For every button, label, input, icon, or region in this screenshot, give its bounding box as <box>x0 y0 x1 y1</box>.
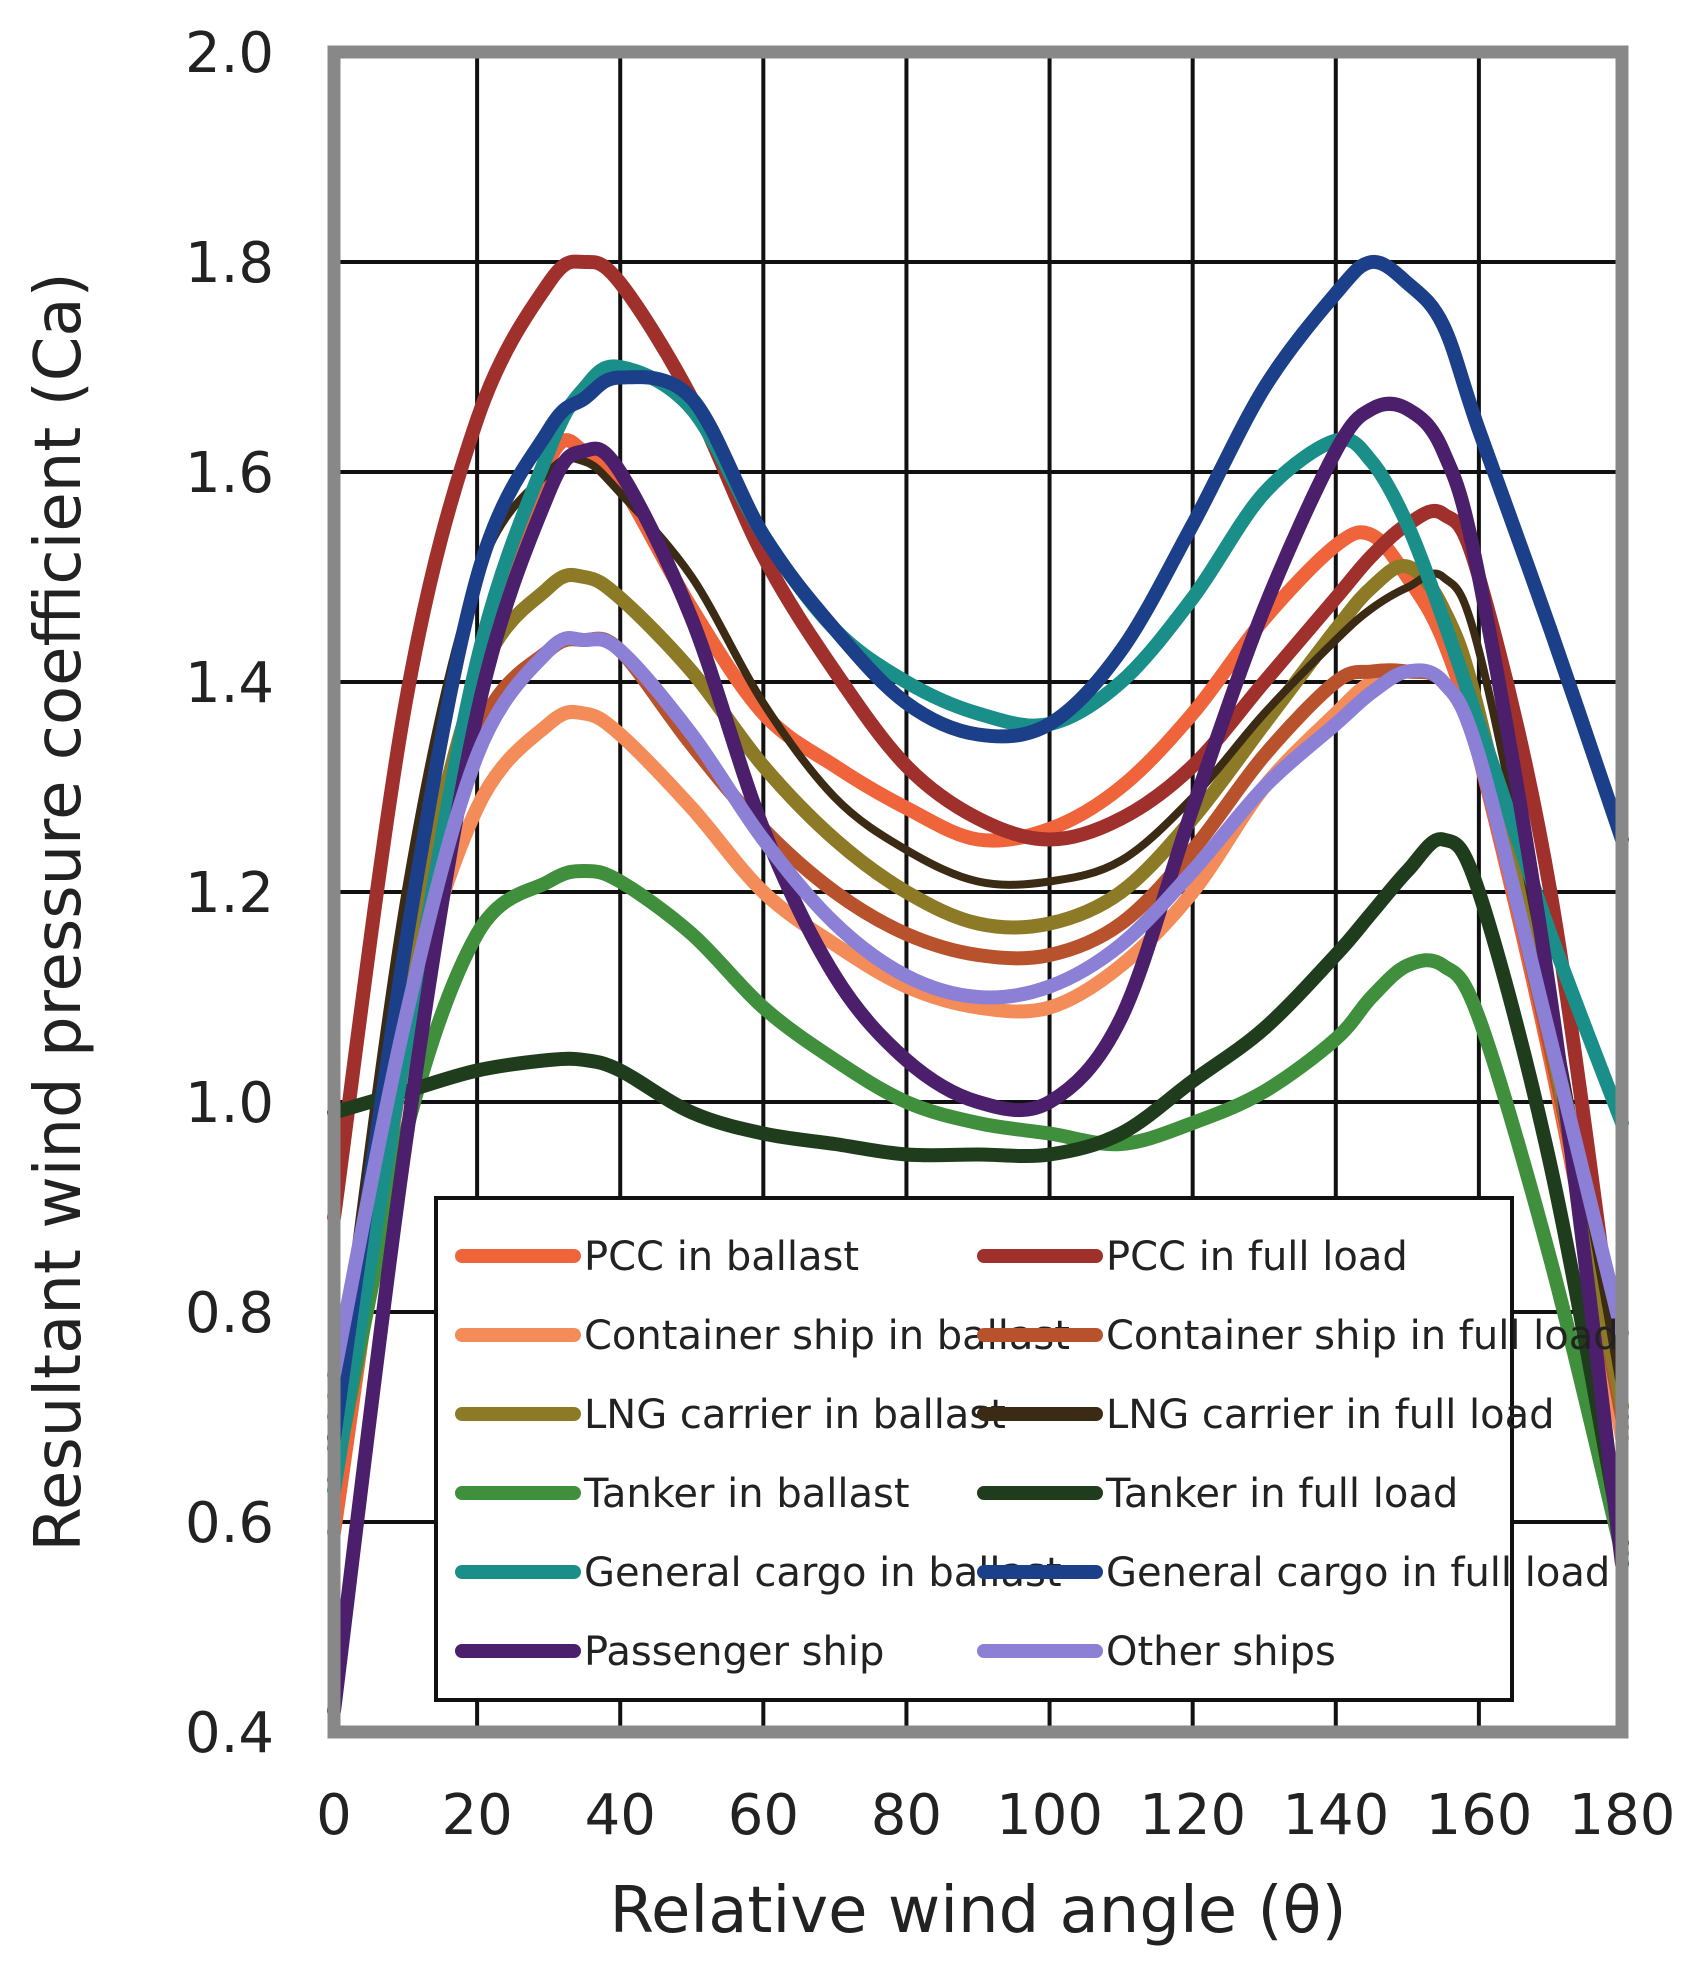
y-tick-label: 1.6 <box>185 441 274 506</box>
y-tick-label: 1.4 <box>185 651 274 716</box>
y-tick-label: 0.8 <box>185 1281 274 1346</box>
x-tick-label: 120 <box>1139 1783 1246 1848</box>
x-tick-labels: 0 20 40 60 80 100 120 140 160 180 <box>316 1783 1675 1848</box>
y-tick-label: 2.0 <box>185 21 274 86</box>
series-line-7 <box>327 864 1629 1561</box>
x-tick-label: 180 <box>1569 1783 1676 1848</box>
legend-label: LNG carrier in ballast <box>584 1392 1006 1438</box>
series-line-8 <box>327 832 1629 1550</box>
y-tick-label: 1.0 <box>185 1071 274 1136</box>
legend-label: Passenger ship <box>584 1629 884 1675</box>
legend-box <box>434 1196 1514 1702</box>
x-tick-label: 60 <box>728 1783 799 1848</box>
legend-label: LNG carrier in full load <box>1106 1392 1555 1438</box>
series-line-9 <box>327 359 1629 1498</box>
y-tick-label: 1.8 <box>185 231 274 296</box>
y-axis-title: Resultant wind pressure coefficient (Ca) <box>22 272 96 1551</box>
legend-label: Container ship in full load <box>1106 1313 1619 1359</box>
x-tick-label: 40 <box>585 1783 656 1848</box>
legend-label: Tanker in ballast <box>583 1471 910 1517</box>
plot-frame <box>327 45 1629 1739</box>
x-tick-label: 160 <box>1425 1783 1532 1848</box>
series-line-12 <box>327 631 1629 1382</box>
legend-label: PCC in full load <box>1106 1234 1408 1280</box>
series-line-10 <box>327 254 1629 1445</box>
y-tick-label: 0.6 <box>185 1491 274 1556</box>
x-tick-label: 80 <box>871 1783 942 1848</box>
legend-label: Other ships <box>1106 1629 1336 1675</box>
series-line-11 <box>327 396 1629 1718</box>
x-tick-label: 0 <box>316 1783 352 1848</box>
legend-label: PCC in ballast <box>584 1234 859 1280</box>
x-tick-label: 20 <box>441 1783 512 1848</box>
y-tick-label: 1.2 <box>185 861 274 926</box>
legend-label: General cargo in full load <box>1106 1550 1610 1596</box>
legend: PCC in ballast PCC in full load Container … <box>434 1196 1619 1702</box>
x-axis-title: Relative wind angle (θ) <box>609 1874 1346 1948</box>
series-layer <box>327 254 1629 1718</box>
x-tick-label: 140 <box>1282 1783 1389 1848</box>
x-tick-label: 100 <box>996 1783 1103 1848</box>
y-tick-labels: 0.4 0.6 0.8 1.0 1.2 1.4 1.6 1.8 2.0 <box>185 21 274 1766</box>
legend-label: Tanker in full load <box>1105 1471 1458 1517</box>
y-tick-label: 0.4 <box>185 1701 274 1766</box>
